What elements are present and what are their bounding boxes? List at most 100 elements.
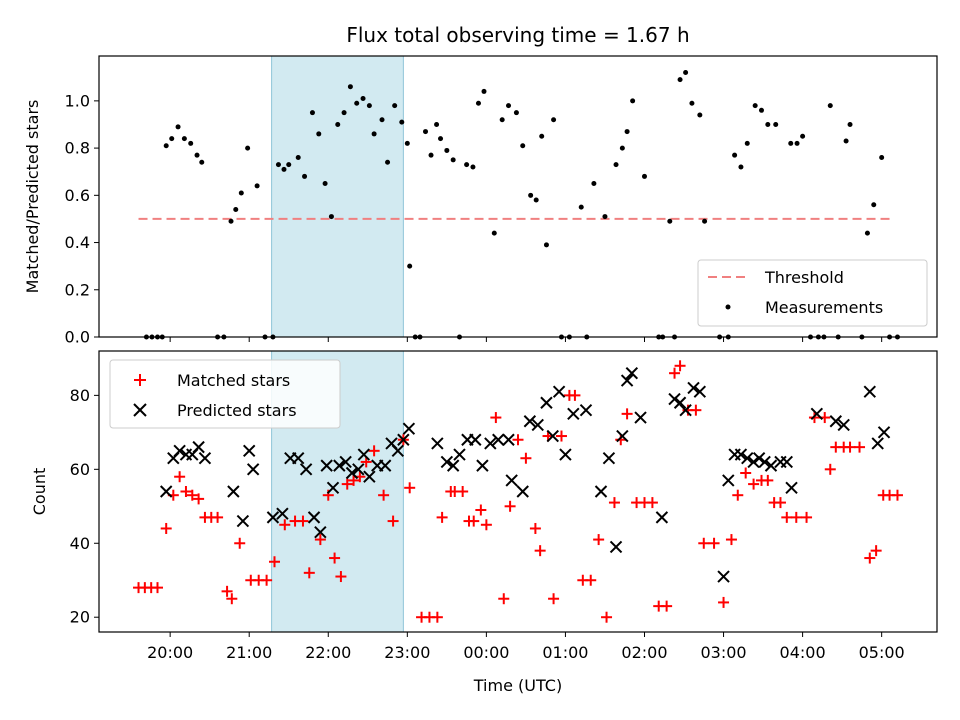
measurement-point bbox=[843, 138, 849, 144]
matched-star-point bbox=[824, 463, 836, 475]
matched-star-point bbox=[520, 452, 532, 464]
predicted-star-point bbox=[292, 452, 305, 465]
matched-star-point bbox=[490, 412, 502, 424]
measurement-point bbox=[738, 164, 744, 170]
matched-star-point bbox=[661, 600, 673, 612]
predicted-star-point bbox=[780, 455, 793, 469]
measurement-point bbox=[732, 152, 738, 158]
measurement-point bbox=[392, 103, 398, 109]
top-legend-box bbox=[697, 259, 928, 327]
matched-star-point bbox=[404, 482, 416, 494]
measurement-point bbox=[438, 136, 444, 142]
predicted-star-point bbox=[246, 463, 260, 476]
bottom-y-axis-label: Count bbox=[30, 468, 49, 516]
measurement-point bbox=[702, 218, 708, 224]
measurement-point bbox=[520, 143, 526, 149]
matched-star-point bbox=[608, 497, 620, 509]
predicted-star-point bbox=[227, 485, 240, 498]
top-axes-frame bbox=[98, 55, 938, 338]
bottom-x-ticks: 20:00 21:00 22:00 23:00 00:00 01:00 02:00 03:00… bbox=[147, 632, 905, 662]
matched-star-point bbox=[854, 441, 866, 453]
matched-star-point bbox=[781, 511, 793, 523]
legend-threshold-label: Threshold bbox=[764, 268, 844, 287]
matched-star-point bbox=[152, 582, 164, 594]
matched-star-point bbox=[457, 486, 469, 497]
matched-star-point bbox=[378, 489, 390, 501]
predicted-star-point bbox=[276, 507, 289, 520]
measurement-point bbox=[697, 112, 703, 118]
measurement-point bbox=[689, 100, 695, 106]
measurement-point bbox=[744, 140, 750, 146]
predicted-star-point bbox=[357, 448, 371, 461]
predicted-star-point bbox=[871, 437, 884, 450]
predicted-star-point bbox=[668, 392, 681, 406]
matched-star-point bbox=[279, 519, 291, 531]
y-tick-label: 0.0 bbox=[65, 328, 90, 347]
matched-star-point bbox=[870, 545, 882, 557]
measurement-point bbox=[450, 157, 456, 163]
legend-predicted-swatch bbox=[133, 403, 147, 417]
y-tick-label: 0.6 bbox=[65, 186, 90, 205]
matched-star-point bbox=[368, 445, 380, 457]
predicted-star-point bbox=[747, 455, 760, 469]
measurement-point bbox=[228, 218, 234, 224]
measurement-point bbox=[399, 119, 405, 125]
measurement-point bbox=[773, 121, 779, 127]
top-y-ticks: 0.0 0.2 0.4 0.6 0.8 1.0 bbox=[65, 91, 99, 347]
predicted-star-point bbox=[531, 418, 544, 432]
measurement-point bbox=[295, 155, 301, 161]
predicted-star-point bbox=[741, 452, 754, 465]
measurement-point bbox=[470, 164, 476, 170]
matched-star-point bbox=[615, 434, 627, 446]
measurement-point bbox=[360, 96, 366, 102]
measurement-point bbox=[871, 202, 877, 208]
predicted-star-point bbox=[594, 485, 608, 498]
predicted-star-point bbox=[829, 415, 843, 428]
measurement-point bbox=[181, 136, 187, 142]
matched-star-point bbox=[534, 545, 546, 557]
matched-star-point bbox=[732, 489, 744, 501]
matched-star-point bbox=[585, 574, 597, 586]
predicted-star-point bbox=[314, 525, 327, 539]
predicted-star-point bbox=[378, 459, 392, 472]
measurement-point bbox=[309, 110, 315, 116]
measurement-point bbox=[275, 162, 281, 168]
x-tick-label: 22:00 bbox=[305, 643, 351, 662]
predicted-star-point bbox=[722, 474, 735, 487]
matched-star-point bbox=[504, 500, 516, 512]
x-tick-label: 20:00 bbox=[147, 643, 193, 662]
matched-star-point bbox=[269, 556, 281, 568]
predicted-star-point bbox=[752, 452, 766, 465]
measurement-point bbox=[434, 121, 440, 127]
predicted-star-point bbox=[345, 466, 359, 480]
predicted-star-point bbox=[758, 455, 771, 469]
y-tick-label: 60 bbox=[70, 460, 90, 479]
predicted-star-point bbox=[559, 448, 572, 461]
x-tick-label: 05:00 bbox=[859, 643, 905, 662]
matched-star-point bbox=[740, 467, 752, 479]
top-x-ticks bbox=[169, 337, 883, 342]
measurement-point bbox=[175, 124, 181, 130]
y-tick-label: 0.8 bbox=[65, 139, 90, 158]
measurement-point bbox=[371, 131, 377, 137]
matched-star-point bbox=[621, 408, 633, 420]
measurement-point bbox=[864, 230, 870, 236]
matched-star-point bbox=[314, 534, 326, 546]
matched-star-point bbox=[601, 611, 613, 623]
measurement-point bbox=[528, 192, 534, 198]
measurement-point bbox=[328, 214, 334, 220]
y-tick-label: 0.2 bbox=[65, 280, 90, 299]
top-highlight-span bbox=[271, 55, 404, 338]
predicted-star-point bbox=[837, 418, 850, 432]
x-tick-label: 02:00 bbox=[621, 643, 667, 662]
predicted-star-point bbox=[453, 448, 466, 461]
predicted-star-point bbox=[236, 514, 250, 528]
bottom-legend: Matched stars Predicted stars bbox=[109, 359, 341, 429]
matched-star-point bbox=[212, 511, 224, 523]
matched-star-point bbox=[864, 552, 876, 564]
matched-stars-series bbox=[133, 360, 903, 623]
predicted-star-point bbox=[516, 485, 529, 498]
measurement-point bbox=[788, 140, 794, 146]
measurement-point bbox=[667, 218, 673, 224]
predicted-star-point bbox=[679, 403, 692, 417]
